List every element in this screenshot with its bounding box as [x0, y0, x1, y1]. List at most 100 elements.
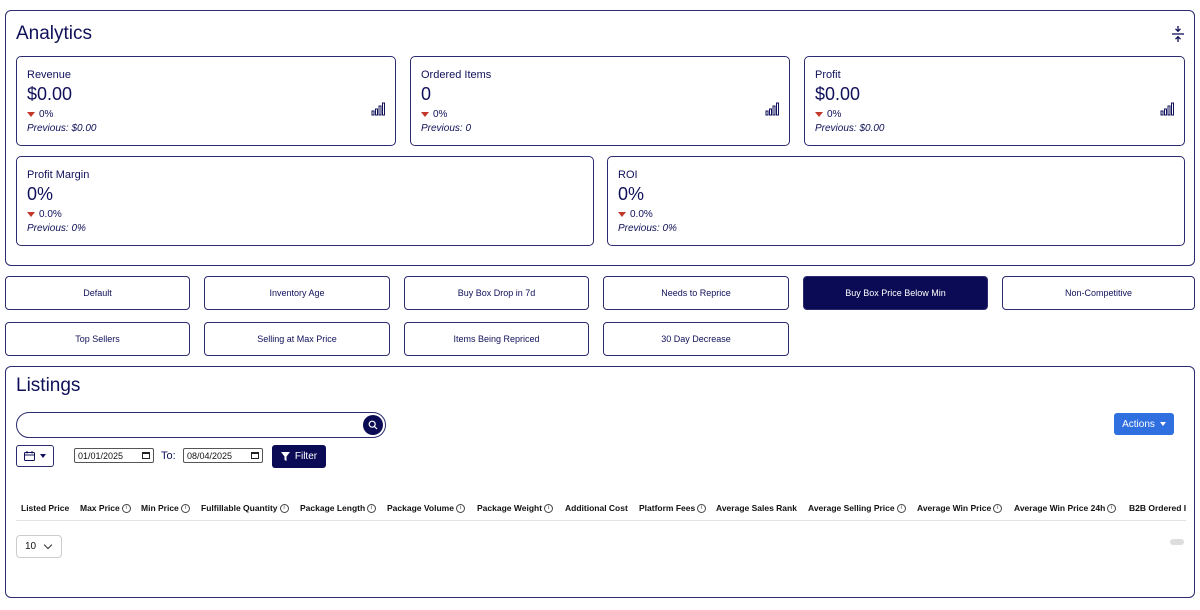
delta-value: 0.0%	[39, 209, 62, 220]
bar-chart-icon[interactable]	[1160, 102, 1174, 116]
column-label: Average Win Price 24h	[1014, 503, 1106, 513]
column-label: Platform Fees	[639, 503, 696, 513]
info-icon[interactable]: i	[121, 503, 131, 513]
info-icon[interactable]: i	[544, 503, 554, 513]
info-icon[interactable]: i	[279, 503, 289, 513]
page-size-select[interactable]: 10	[16, 535, 62, 558]
search-box	[16, 412, 386, 438]
card-label: Revenue	[27, 69, 72, 81]
bar-chart-icon[interactable]	[765, 102, 779, 116]
column-label: Additional Cost	[565, 503, 628, 513]
card-delta: 0%	[815, 109, 841, 120]
column-header[interactable]: Listed Price	[21, 503, 69, 513]
analytics-title: Analytics	[16, 23, 93, 44]
column-label: Fulfillable Quantity	[201, 503, 278, 513]
revenue-card: Revenue $0.00 0% Previous: $0.00	[16, 56, 396, 146]
horizontal-scrollbar[interactable]	[1170, 539, 1184, 545]
column-label: Listed Price	[21, 503, 70, 513]
info-icon[interactable]: i	[180, 503, 190, 513]
info-icon[interactable]: i	[896, 503, 906, 513]
filter-needs-to-reprice-button[interactable]: Needs to Reprice	[603, 276, 789, 310]
info-icon[interactable]: i	[993, 503, 1003, 513]
filter-buy-box-below-min-button[interactable]: Buy Box Price Below Min	[803, 276, 988, 310]
profit-margin-card: Profit Margin 0% 0.0% Previous: 0%	[16, 156, 594, 246]
filter-inventory-age-button[interactable]: Inventory Age	[204, 276, 390, 310]
column-header[interactable]: Fulfillable Quantity i	[201, 503, 289, 513]
actions-dropdown-button[interactable]: Actions	[1114, 413, 1174, 435]
calendar-icon	[24, 451, 35, 461]
search-input[interactable]	[25, 416, 359, 436]
roi-card: ROI 0% 0.0% Previous: 0%	[607, 156, 1185, 246]
to-label: To:	[161, 450, 176, 462]
column-label: B2B Ordered I	[1129, 503, 1186, 513]
delta-value: 0%	[433, 109, 448, 120]
column-label: Package Volume	[387, 503, 454, 513]
down-triangle-icon	[27, 112, 35, 117]
caret-down-icon	[1159, 422, 1166, 426]
filter-buy-box-drop-button[interactable]: Buy Box Drop in 7d	[404, 276, 589, 310]
search-button[interactable]	[363, 415, 383, 435]
card-value: 0	[421, 84, 432, 104]
table-header: Listed Price Max Price i Min Price i Fulfi…	[16, 503, 1186, 521]
date-to-input[interactable]: 08/04/2025	[183, 448, 263, 463]
filter-selling-at-max-button[interactable]: Selling at Max Price	[204, 322, 390, 356]
delta-value: 0%	[39, 109, 54, 120]
caret-down-icon	[40, 454, 46, 458]
column-header[interactable]: Average Selling Price i	[808, 503, 906, 513]
column-header[interactable]: Min Price i	[141, 503, 190, 513]
info-icon[interactable]: i	[1107, 503, 1117, 513]
column-label: Package Weight	[477, 503, 543, 513]
column-header[interactable]: Average Win Price 24h i	[1014, 503, 1117, 513]
column-header[interactable]: Platform Fees i	[639, 503, 707, 513]
card-previous: Previous: $0.00	[815, 123, 885, 134]
card-value: $0.00	[815, 84, 861, 104]
down-triangle-icon	[618, 212, 626, 217]
card-previous: Previous: 0%	[618, 223, 677, 234]
filter-button[interactable]: Filter	[272, 445, 326, 468]
column-header[interactable]: B2B Ordered I	[1129, 503, 1186, 513]
funnel-icon	[280, 452, 290, 461]
card-label: ROI	[618, 169, 638, 181]
filter-default-button[interactable]: Default	[5, 276, 190, 310]
column-header[interactable]: Max Price i	[80, 503, 131, 513]
filter-non-competitive-button[interactable]: Non-Competitive	[1002, 276, 1195, 310]
column-label: Average Win Price	[917, 503, 992, 513]
chevron-down-icon	[43, 540, 53, 550]
bar-chart-icon[interactable]	[371, 102, 385, 116]
column-header[interactable]: Package Length i	[300, 503, 377, 513]
info-icon[interactable]: i	[697, 503, 707, 513]
column-header[interactable]: Average Win Price i	[917, 503, 1003, 513]
search-icon	[368, 420, 378, 430]
card-label: Ordered Items	[421, 69, 492, 81]
delta-value: 0%	[827, 109, 842, 120]
card-delta: 0%	[27, 109, 53, 120]
column-label: Average Sales Rank	[716, 503, 797, 513]
card-previous: Previous: 0	[421, 123, 472, 134]
down-triangle-icon	[27, 212, 35, 217]
column-header[interactable]: Additional Cost	[565, 503, 628, 513]
filter-30-day-decrease-button[interactable]: 30 Day Decrease	[603, 322, 789, 356]
info-icon[interactable]: i	[367, 503, 377, 513]
card-delta: 0.0%	[618, 209, 653, 220]
column-header[interactable]: Package Volume i	[387, 503, 465, 513]
column-label: Min Price	[141, 503, 179, 513]
filter-top-sellers-button[interactable]: Top Sellers	[5, 322, 190, 356]
column-header[interactable]: Package Weight i	[477, 503, 554, 513]
listings-panel: Listings Actions 01/01/2025 To: 08/04/20…	[5, 366, 1195, 598]
calendar-icon	[251, 452, 259, 459]
collapse-icon[interactable]	[1170, 25, 1186, 43]
ordered-items-card: Ordered Items 0 0% Previous: 0	[410, 56, 790, 146]
card-previous: Previous: 0%	[27, 223, 86, 234]
down-triangle-icon	[815, 112, 823, 117]
column-header[interactable]: Average Sales Rank	[716, 503, 797, 513]
date-from-input[interactable]: 01/01/2025	[74, 448, 154, 463]
date-preset-dropdown[interactable]	[16, 445, 54, 467]
info-icon[interactable]: i	[455, 503, 465, 513]
column-label: Average Selling Price	[808, 503, 895, 513]
calendar-icon	[142, 452, 150, 459]
filter-items-being-repriced-button[interactable]: Items Being Repriced	[404, 322, 589, 356]
card-value: $0.00	[27, 84, 73, 104]
card-delta: 0%	[421, 109, 447, 120]
date-from-value: 01/01/2025	[78, 450, 124, 461]
card-previous: Previous: $0.00	[27, 123, 97, 134]
